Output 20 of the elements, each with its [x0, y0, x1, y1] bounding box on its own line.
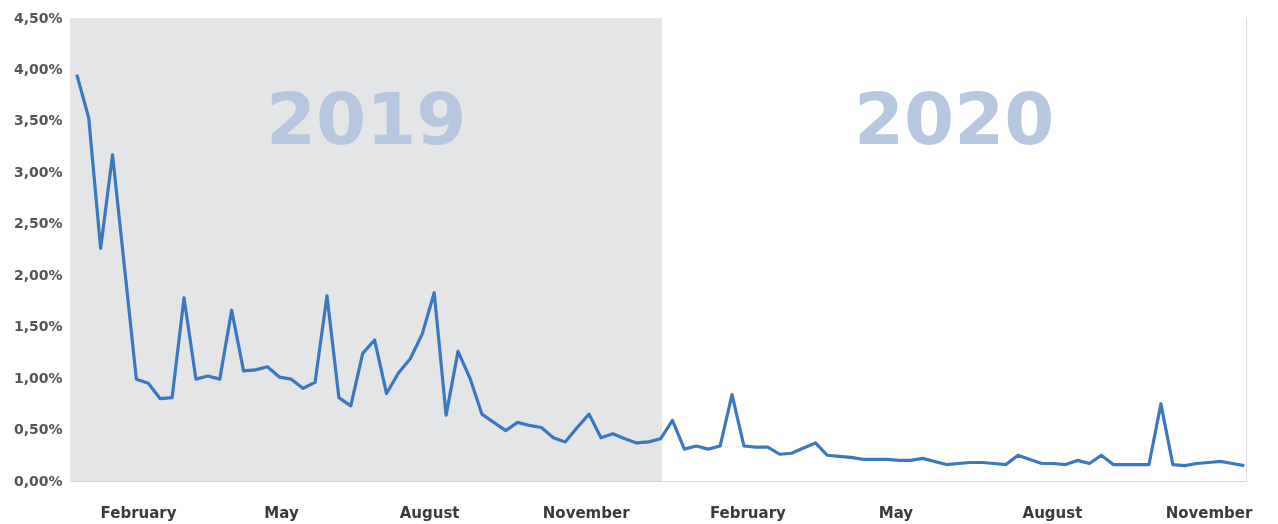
x-tick-label: May	[878, 503, 914, 522]
x-tick-label: February	[100, 503, 177, 522]
y-tick-label: 1,00%	[13, 369, 63, 386]
y-tick-label: 3,50%	[13, 112, 63, 129]
y-tick-label: 0,50%	[13, 421, 63, 438]
y-tick-label: 4,50%	[13, 9, 63, 26]
x-tick-label: August	[399, 503, 460, 522]
y-tick-label: 2,00%	[13, 266, 63, 283]
x-tick-label: November	[1165, 503, 1254, 522]
line-series	[75, 72, 1246, 468]
y-tick-label: 1,50%	[13, 318, 63, 335]
y-tick-label: 0,00%	[13, 472, 63, 489]
x-tick-label: February	[709, 503, 787, 522]
x-tick-label: November	[542, 503, 631, 522]
x-tick-label: August	[1022, 503, 1083, 522]
band-label: 2020	[853, 77, 1055, 161]
x-tick-label: May	[264, 503, 299, 522]
y-tick-label: 4,00%	[13, 60, 63, 77]
y-tick-label: 3,00%	[13, 163, 63, 180]
y-tick-label: 2,50%	[13, 215, 63, 232]
